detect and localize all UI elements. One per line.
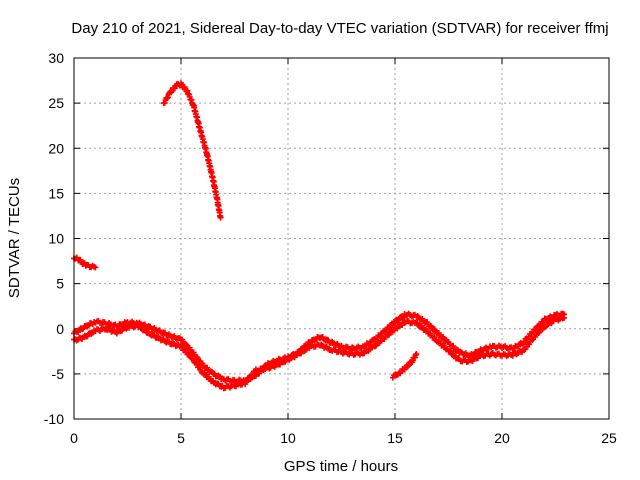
y-tick-label: -5	[52, 366, 65, 382]
data-point	[561, 314, 568, 321]
y-axis-label: SDTVAR / TECUs	[6, 178, 23, 298]
data-point	[249, 371, 256, 378]
data-point	[413, 351, 420, 358]
data-point	[246, 376, 253, 383]
x-tick-label: 15	[387, 430, 403, 446]
data-point	[404, 363, 411, 370]
data-point	[301, 347, 308, 354]
x-tick-label: 10	[280, 430, 296, 446]
series-arc-short	[389, 351, 420, 381]
data-point	[405, 362, 412, 369]
y-tick-label: 15	[48, 185, 64, 201]
y-tick-label: 10	[48, 231, 64, 247]
x-tick-label: 5	[177, 430, 185, 446]
data-point	[520, 340, 527, 347]
x-axis-label: GPS time / hours	[284, 458, 398, 475]
data-point	[453, 346, 460, 353]
grid-lines	[74, 58, 609, 419]
x-tick-label: 25	[601, 430, 617, 446]
y-tick-label: -10	[44, 411, 64, 427]
data-point	[182, 340, 189, 347]
series-arc-main-b	[71, 314, 568, 392]
data-point	[183, 341, 190, 348]
x-tick-label: 0	[70, 430, 78, 446]
plot-frame	[73, 57, 610, 420]
data-point	[92, 264, 99, 271]
data-point	[217, 214, 224, 221]
y-tick-label: 0	[56, 321, 64, 337]
series-arc-high	[160, 80, 224, 221]
x-tick-label: 20	[494, 430, 510, 446]
data-point	[186, 351, 193, 358]
y-tick-label: 5	[56, 276, 64, 292]
data-point	[190, 356, 197, 363]
data-point	[164, 94, 171, 101]
y-tick-label: 25	[48, 95, 64, 111]
chart-title: Day 210 of 2021, Sidereal Day-to-day VTE…	[71, 20, 608, 37]
data-point	[536, 329, 543, 336]
y-tick-label: 30	[48, 50, 64, 66]
data-point	[161, 99, 168, 106]
data-point	[446, 347, 453, 354]
data-point	[164, 95, 171, 102]
data-point	[179, 336, 186, 343]
y-tick-label: 20	[48, 140, 64, 156]
data-point	[372, 342, 379, 349]
